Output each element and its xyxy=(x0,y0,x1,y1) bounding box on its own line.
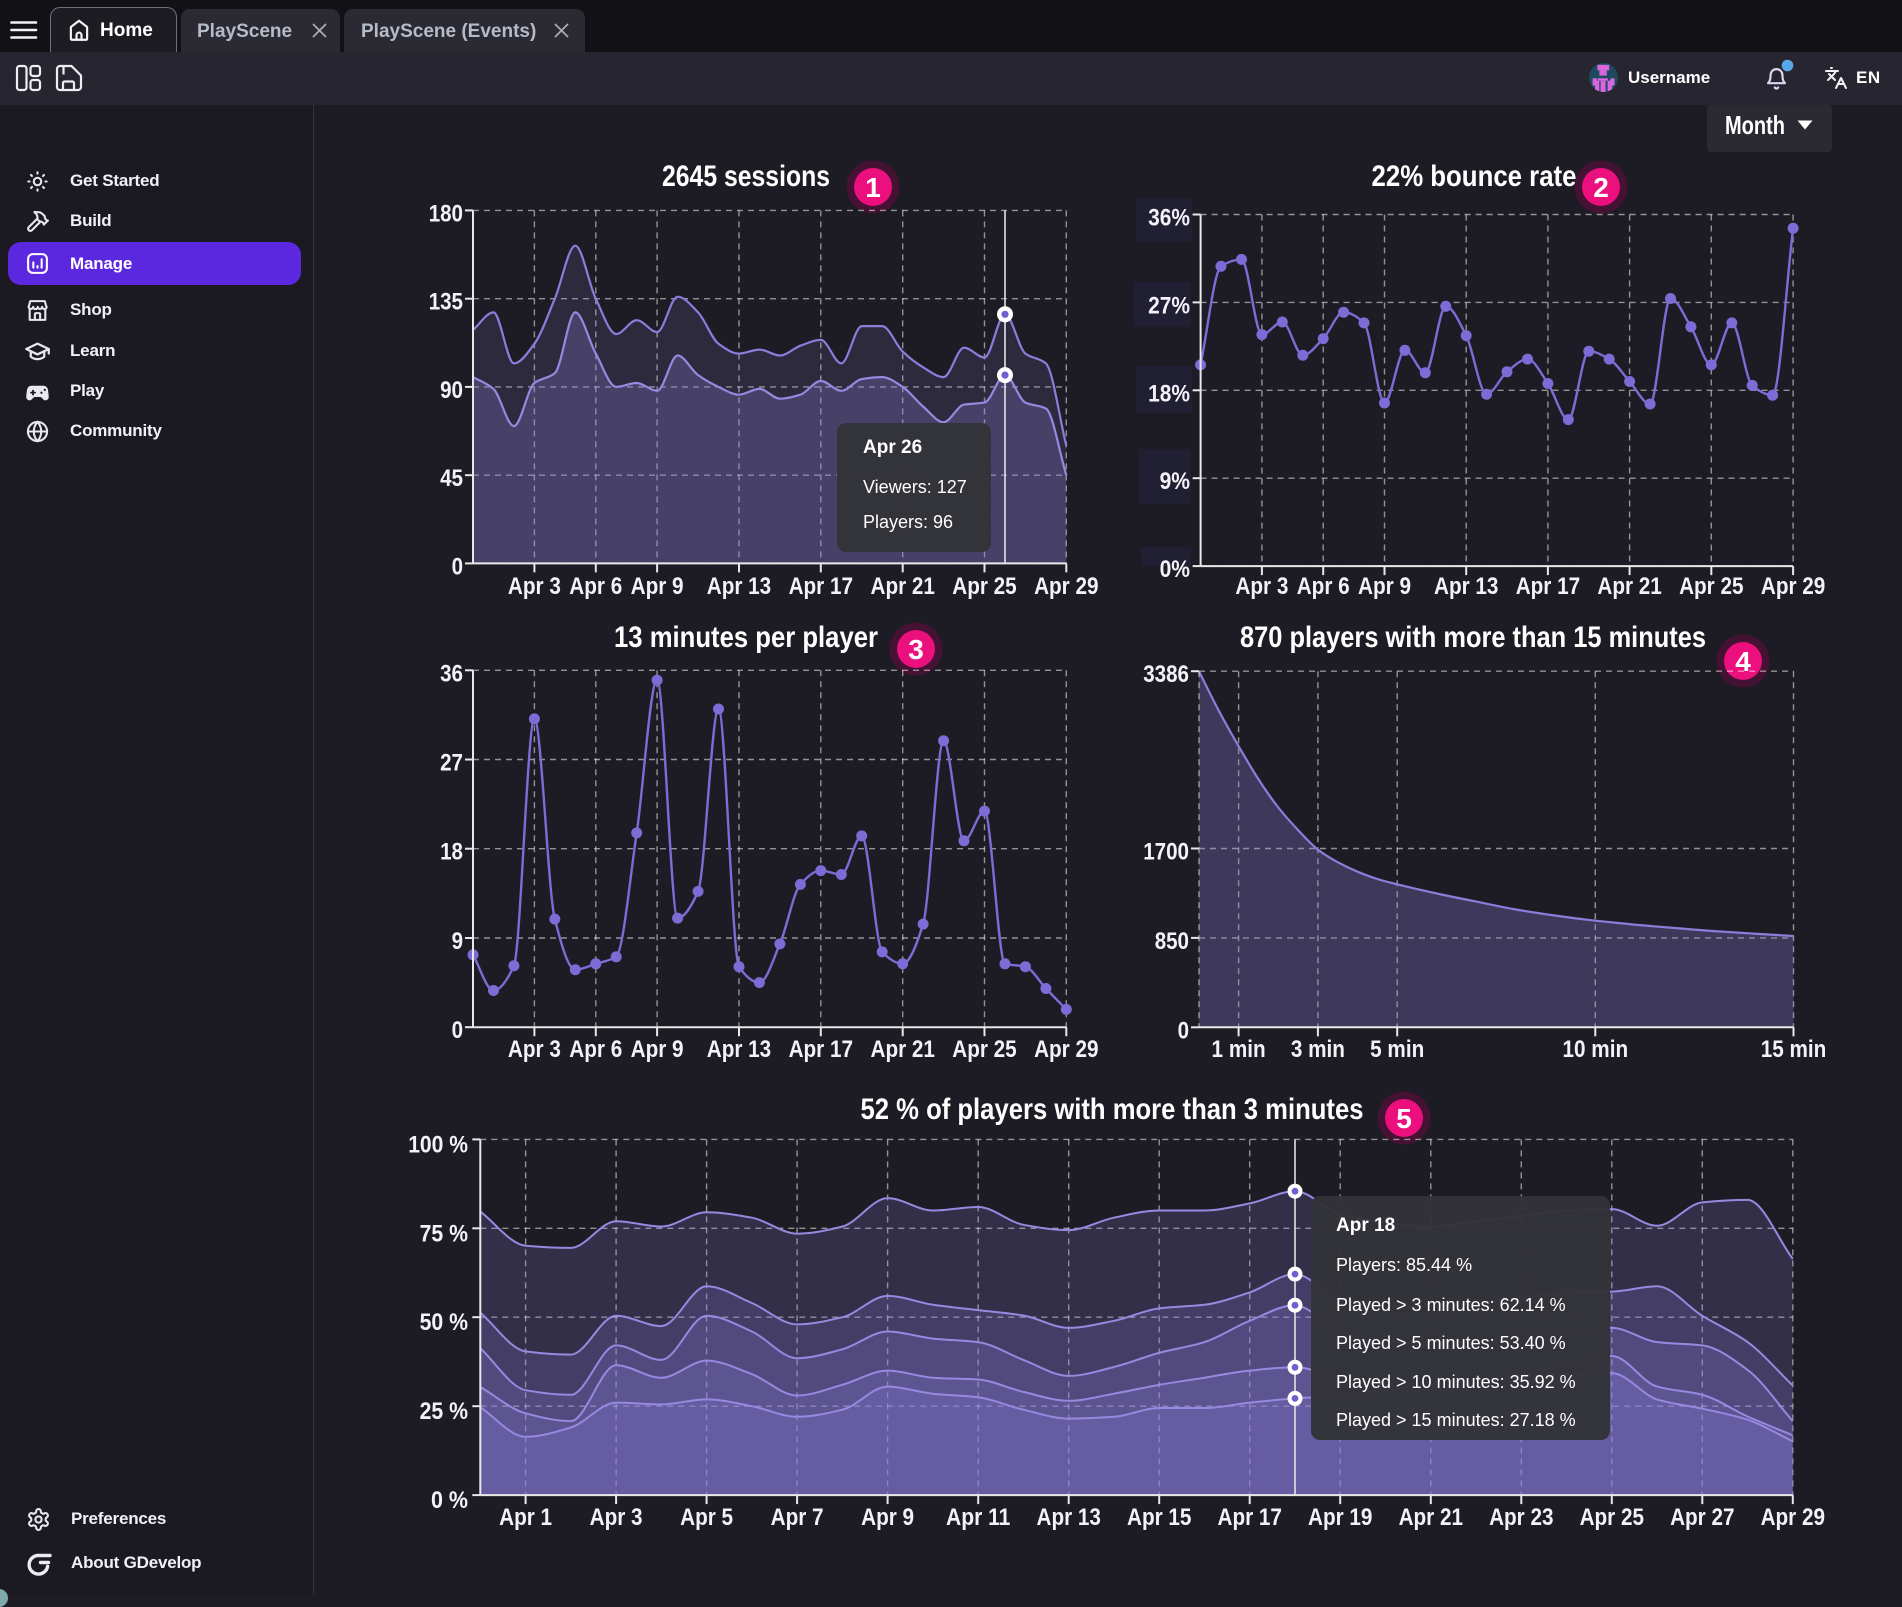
svg-text:Apr 29: Apr 29 xyxy=(1034,1036,1098,1063)
svg-text:Apr 5: Apr 5 xyxy=(680,1504,733,1531)
svg-text:13 minutes per player: 13 minutes per player xyxy=(614,621,878,654)
svg-text:Apr 7: Apr 7 xyxy=(771,1504,824,1531)
svg-text:22% bounce rate: 22% bounce rate xyxy=(1372,160,1577,193)
svg-text:Apr 17: Apr 17 xyxy=(1516,573,1580,600)
svg-text:10 min: 10 min xyxy=(1563,1036,1629,1063)
svg-text:Apr 6: Apr 6 xyxy=(1297,573,1350,600)
svg-text:Apr 25: Apr 25 xyxy=(1580,1504,1644,1531)
svg-text:Apr 3: Apr 3 xyxy=(508,573,561,600)
svg-text:Apr 27: Apr 27 xyxy=(1670,1504,1734,1531)
svg-text:3: 3 xyxy=(908,634,924,665)
svg-text:Apr 29: Apr 29 xyxy=(1761,573,1825,600)
svg-text:0 %: 0 % xyxy=(431,1487,468,1514)
svg-text:25 %: 25 % xyxy=(420,1398,468,1425)
svg-text:15 min: 15 min xyxy=(1761,1036,1827,1063)
svg-text:52 % of players with more than: 52 % of players with more than 3 minutes xyxy=(861,1093,1364,1126)
svg-text:Apr 13: Apr 13 xyxy=(707,573,771,600)
svg-text:Apr 17: Apr 17 xyxy=(789,1036,853,1063)
svg-text:2645 sessions: 2645 sessions xyxy=(662,160,830,193)
svg-text:Apr 3: Apr 3 xyxy=(1235,573,1288,600)
svg-text:870 players with more than 15: 870 players with more than 15 minutes xyxy=(1240,621,1706,654)
svg-text:45: 45 xyxy=(440,465,463,492)
svg-text:50 %: 50 % xyxy=(420,1309,468,1336)
svg-text:36: 36 xyxy=(440,660,463,687)
svg-text:Apr 9: Apr 9 xyxy=(631,573,684,600)
svg-text:Apr 25: Apr 25 xyxy=(952,1036,1016,1063)
svg-text:Apr 25: Apr 25 xyxy=(1679,573,1743,600)
svg-text:9: 9 xyxy=(452,928,463,955)
svg-text:Apr 21: Apr 21 xyxy=(1597,573,1661,600)
svg-text:Apr 9: Apr 9 xyxy=(1358,573,1411,600)
svg-text:0%: 0% xyxy=(1160,556,1190,583)
svg-text:36%: 36% xyxy=(1148,205,1190,232)
svg-text:27: 27 xyxy=(440,750,463,777)
svg-text:0: 0 xyxy=(1178,1017,1189,1044)
svg-text:90: 90 xyxy=(440,377,463,404)
svg-text:Apr 11: Apr 11 xyxy=(946,1504,1010,1531)
svg-text:0: 0 xyxy=(452,1017,463,1044)
svg-text:18: 18 xyxy=(440,839,463,866)
svg-text:135: 135 xyxy=(429,289,463,316)
svg-text:Apr 21: Apr 21 xyxy=(1399,1504,1463,1531)
svg-text:Apr 29: Apr 29 xyxy=(1761,1504,1825,1531)
svg-text:2: 2 xyxy=(1593,172,1609,203)
svg-text:1700: 1700 xyxy=(1143,839,1189,866)
svg-text:100 %: 100 % xyxy=(408,1131,468,1158)
svg-text:Apr 6: Apr 6 xyxy=(569,573,622,600)
svg-text:Apr 17: Apr 17 xyxy=(789,573,853,600)
svg-text:5: 5 xyxy=(1396,1103,1412,1134)
svg-text:850: 850 xyxy=(1155,928,1189,955)
svg-text:4: 4 xyxy=(1735,646,1751,677)
svg-text:3 min: 3 min xyxy=(1291,1036,1345,1063)
svg-text:Apr 25: Apr 25 xyxy=(952,573,1016,600)
svg-text:0: 0 xyxy=(452,553,463,580)
svg-text:75 %: 75 % xyxy=(420,1220,468,1247)
svg-text:Apr 13: Apr 13 xyxy=(707,1036,771,1063)
svg-text:27%: 27% xyxy=(1148,292,1190,319)
svg-text:1 min: 1 min xyxy=(1212,1036,1266,1063)
svg-text:Apr 1: Apr 1 xyxy=(499,1504,552,1531)
svg-text:Apr 6: Apr 6 xyxy=(569,1036,622,1063)
svg-text:Apr 19: Apr 19 xyxy=(1308,1504,1372,1531)
svg-text:180: 180 xyxy=(429,200,463,227)
svg-text:Apr 29: Apr 29 xyxy=(1034,573,1098,600)
svg-text:Apr 15: Apr 15 xyxy=(1127,1504,1191,1531)
svg-text:3386: 3386 xyxy=(1143,661,1189,688)
svg-text:Apr 9: Apr 9 xyxy=(631,1036,684,1063)
svg-text:5 min: 5 min xyxy=(1370,1036,1424,1063)
svg-text:Apr 9: Apr 9 xyxy=(861,1504,914,1531)
svg-text:9%: 9% xyxy=(1160,468,1190,495)
svg-text:1: 1 xyxy=(865,172,881,203)
svg-text:Apr 23: Apr 23 xyxy=(1489,1504,1553,1531)
svg-text:Apr 21: Apr 21 xyxy=(871,1036,935,1063)
svg-text:18%: 18% xyxy=(1148,380,1190,407)
svg-text:Apr 17: Apr 17 xyxy=(1218,1504,1282,1531)
svg-text:Apr 21: Apr 21 xyxy=(871,573,935,600)
svg-text:Apr 3: Apr 3 xyxy=(590,1504,643,1531)
svg-text:Apr 3: Apr 3 xyxy=(508,1036,561,1063)
svg-text:Apr 13: Apr 13 xyxy=(1037,1504,1101,1531)
svg-text:Apr 13: Apr 13 xyxy=(1434,573,1498,600)
